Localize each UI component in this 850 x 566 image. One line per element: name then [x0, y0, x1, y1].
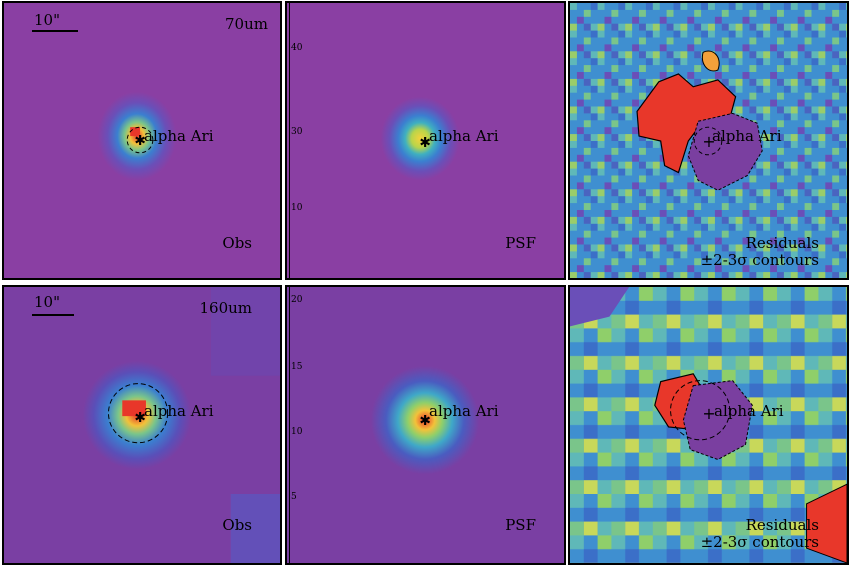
axis-tick: 10	[291, 203, 303, 213]
contours-label: ±2-3σ contours	[700, 251, 819, 269]
panel-70um-psf: ✱ 40 30 10 alpha Ari PSF	[285, 1, 566, 280]
source-label: alpha Ari	[144, 127, 214, 145]
axis-tick: 15	[291, 362, 303, 372]
band-label: 160um	[199, 299, 252, 317]
scale-bar	[32, 314, 74, 316]
panel-label-psf: PSF	[505, 234, 536, 252]
svg-text:✱: ✱	[419, 413, 431, 429]
image-70um-residuals: +	[570, 3, 847, 278]
source-label: alpha Ari	[429, 402, 499, 420]
source-label: alpha Ari	[712, 127, 782, 145]
panel-160um-psf: ✱ 20 15 10 5 alpha Ari PSF	[285, 285, 566, 565]
panel-label-obs: Obs	[222, 234, 252, 252]
svg-text:+: +	[702, 404, 715, 423]
panel-label-psf: PSF	[505, 516, 536, 534]
svg-text:✱: ✱	[419, 135, 431, 151]
residuals-label: Residuals	[745, 234, 819, 252]
band-label: 70um	[225, 15, 268, 33]
image-160um-psf: ✱	[287, 287, 564, 563]
scale-label: 10"	[34, 11, 60, 29]
image-160um-residuals: +	[570, 287, 847, 563]
panel-label-obs: Obs	[222, 516, 252, 534]
svg-text:✱: ✱	[134, 133, 146, 149]
source-label: alpha Ari	[714, 402, 784, 420]
source-label: alpha Ari	[429, 127, 499, 145]
axis-tick: 10	[291, 427, 303, 437]
source-label: alpha Ari	[144, 402, 214, 420]
axis-tick: 40	[291, 43, 303, 53]
contours-label: ±2-3σ contours	[700, 533, 819, 551]
image-70um-psf: ✱	[287, 3, 564, 278]
panel-70um-residuals: + alpha Ari Residuals ±2-3σ contours	[568, 1, 849, 280]
image-160um-obs: ✱	[4, 287, 280, 563]
svg-text:+: +	[702, 132, 715, 151]
scale-bar	[32, 30, 78, 32]
scale-label: 10"	[34, 293, 60, 311]
panel-160um-residuals: + alpha Ari Residuals ±2-3σ contours	[568, 285, 849, 565]
axis-tick: 5	[291, 492, 297, 502]
svg-text:✱: ✱	[134, 410, 146, 426]
axis-tick: 20	[291, 295, 303, 305]
residuals-label: Residuals	[745, 516, 819, 534]
panel-160um-obs: ✱ 10" 160um alpha Ari Obs	[2, 285, 282, 565]
panel-70um-obs: ✱ 10" 70um alpha Ari Obs	[2, 1, 282, 280]
axis-tick: 30	[291, 127, 303, 137]
image-70um-obs: ✱	[4, 3, 280, 278]
